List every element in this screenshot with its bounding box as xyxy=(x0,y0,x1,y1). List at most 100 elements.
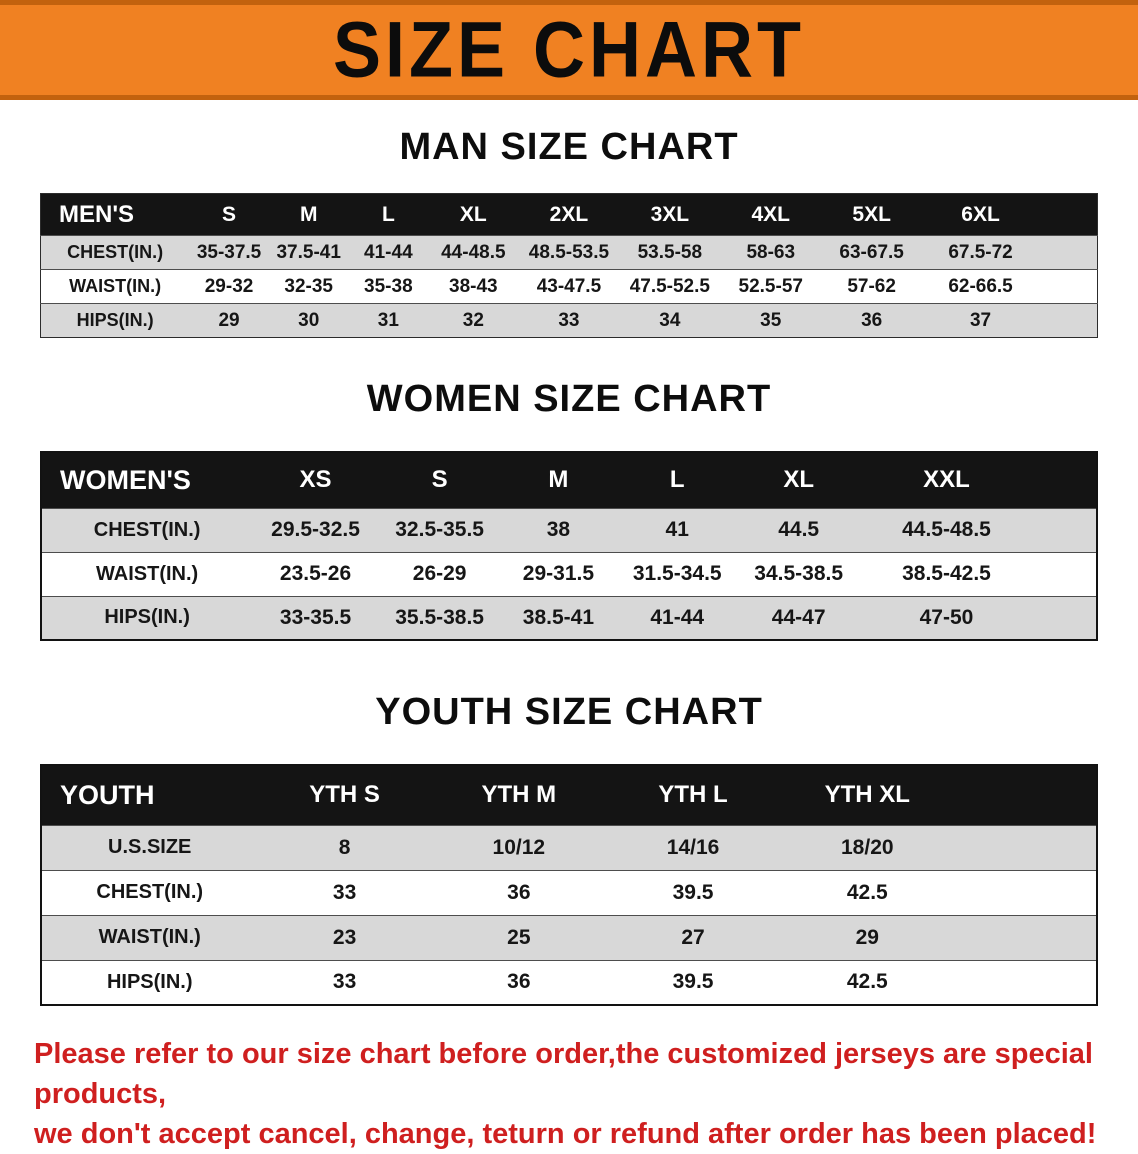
men-size-chart-section: MAN SIZE CHART MEN'S S M L XL 2XL 3XL 4XL 5XL 6XL… xyxy=(0,126,1138,338)
table-cell: 36 xyxy=(507,880,531,904)
page-title: SIZE CHART xyxy=(333,5,805,94)
header-spacer xyxy=(1033,452,1097,508)
header-spacer xyxy=(1038,193,1098,236)
row-spacer xyxy=(1034,596,1097,640)
table-cell: 35-37.5 xyxy=(196,241,262,263)
column-header: 2XL xyxy=(518,193,620,236)
table-cell: 33 xyxy=(332,880,357,904)
table-cell: 29 xyxy=(855,925,879,949)
table-cell: 38.5-42.5 xyxy=(902,562,991,585)
table-cell: 36 xyxy=(507,970,531,994)
table-cell: 38-43 xyxy=(449,275,498,297)
column-header: M xyxy=(268,193,349,236)
table-cell: 35-38 xyxy=(364,275,413,297)
table-cell: 48.5-53.5 xyxy=(528,241,610,263)
title-banner: SIZE CHART xyxy=(0,0,1138,100)
row-label: CHEST(IN.) xyxy=(93,518,201,541)
row-label: WAIST(IN.) xyxy=(98,926,201,948)
header-row: YOUTH YTH S YTH M YTH L YTH XL xyxy=(41,765,1097,825)
header-row: WOMEN'S XS S M L XL XXL xyxy=(41,452,1097,508)
table-cell: 63-67.5 xyxy=(839,241,904,263)
youth-size-table: YOUTH YTH S YTH M YTH L YTH XL U.S.SIZE 8 10/12… xyxy=(40,764,1098,1006)
table-row: CHEST(IN.) 35-37.5 37.5-41 41-44 44-48.5 48.5… xyxy=(40,235,1098,270)
table-cell: 30 xyxy=(298,309,320,331)
row-label: HIPS(IN.) xyxy=(104,606,190,629)
table-cell: 47-50 xyxy=(919,605,974,629)
table-cell: 57-62 xyxy=(847,275,896,297)
table-corner-label: YOUTH xyxy=(41,765,258,825)
table-cell: 41 xyxy=(665,518,689,541)
table-cell: 27 xyxy=(681,925,705,949)
table-cell: 62-66.5 xyxy=(948,275,1013,297)
table-cell: 44-47 xyxy=(771,605,826,629)
row-spacer xyxy=(954,870,1097,915)
table-cell: 58-63 xyxy=(746,241,796,263)
table-cell: 33-35.5 xyxy=(279,605,352,629)
column-header: XS xyxy=(252,452,379,508)
row-spacer xyxy=(954,825,1097,870)
table-cell: 10/12 xyxy=(492,835,546,859)
row-spacer xyxy=(954,960,1097,1005)
row-label: CHEST(IN.) xyxy=(67,242,164,262)
disclaimer-line-1: Please refer to our size chart before or… xyxy=(34,1038,1093,1111)
table-row: HIPS(IN.) 33-35.5 35.5-38.5 38.5-41 41-44 44-… xyxy=(41,596,1097,640)
row-spacer xyxy=(1039,304,1098,338)
table-cell: 34 xyxy=(659,309,681,331)
header-spacer xyxy=(954,765,1097,825)
column-header: 4XL xyxy=(720,193,822,236)
men-section-heading: MAN SIZE CHART xyxy=(399,126,739,168)
table-row: WAIST(IN.) 23.5-26 26-29 29-31.5 31.5-34.5 34… xyxy=(41,552,1097,596)
table-row: WAIST(IN.) 29-32 32-35 35-38 38-43 43-47.5 47.… xyxy=(40,269,1098,304)
table-row: HIPS(IN.) 29 30 31 32 33 34 35 36 37 xyxy=(40,303,1098,338)
column-header: YTH L xyxy=(605,765,781,825)
row-label: HIPS(IN.) xyxy=(76,310,154,330)
table-cell: 47.5-52.5 xyxy=(629,275,710,297)
table-cell: 31.5-34.5 xyxy=(632,562,722,585)
table-cell: 32-35 xyxy=(284,275,333,297)
table-cell: 67.5-72 xyxy=(948,241,1013,263)
table-cell: 29.5-32.5 xyxy=(271,518,360,541)
disclaimer: Please refer to our size chart before or… xyxy=(0,1034,1138,1154)
table-cell: 23 xyxy=(332,925,357,949)
table-cell: 33 xyxy=(332,970,357,994)
column-header: S xyxy=(189,193,269,236)
youth-section-heading: YOUTH SIZE CHART xyxy=(375,691,763,733)
table-cell: 33 xyxy=(558,309,580,331)
row-spacer xyxy=(1039,270,1098,304)
table-cell: 35 xyxy=(760,309,782,331)
table-cell: 32 xyxy=(462,309,484,331)
table-cell: 29 xyxy=(218,309,240,331)
column-header: S xyxy=(378,452,501,508)
table-row: CHEST(IN.) 29.5-32.5 32.5-35.5 38 41 44.5 44.5… xyxy=(41,508,1097,552)
row-spacer xyxy=(954,915,1097,960)
column-header: YTH S xyxy=(257,765,432,825)
table-cell: 36 xyxy=(861,309,883,331)
row-spacer xyxy=(1039,236,1098,270)
column-header: M xyxy=(500,452,617,508)
row-spacer xyxy=(1034,552,1097,596)
table-cell: 25 xyxy=(507,925,531,949)
table-cell: 31 xyxy=(377,309,399,331)
column-header: L xyxy=(616,452,738,508)
table-cell: 41-44 xyxy=(650,605,705,629)
column-header: XL xyxy=(428,193,519,236)
row-spacer xyxy=(1034,508,1097,552)
table-cell: 52.5-57 xyxy=(738,275,803,297)
table-cell: 39.5 xyxy=(672,970,714,994)
table-row: U.S.SIZE 8 10/12 14/16 18/20 xyxy=(41,825,1097,870)
table-cell: 38 xyxy=(546,518,571,541)
header-row: MEN'S S M L XL 2XL 3XL 4XL 5XL 6XL xyxy=(40,193,1098,236)
table-cell: 37 xyxy=(969,309,992,331)
column-header: YTH M xyxy=(431,765,606,825)
women-size-table: WOMEN'S XS S M L XL XXL CHEST(IN.) 29.5-32.5 32.5… xyxy=(40,451,1098,641)
men-size-table: MEN'S S M L XL 2XL 3XL 4XL 5XL 6XL CHEST(IN.) 35-37… xyxy=(40,193,1098,338)
column-header: YTH XL xyxy=(780,765,955,825)
table-cell: 37.5-41 xyxy=(276,241,341,263)
table-cell: 38.5-41 xyxy=(522,605,595,629)
column-header: 3XL xyxy=(619,193,721,236)
row-label: CHEST(IN.) xyxy=(96,881,204,903)
table-row: HIPS(IN.) 33 36 39.5 42.5 xyxy=(41,960,1097,1005)
table-cell: 8 xyxy=(338,835,351,859)
row-label: HIPS(IN.) xyxy=(106,970,193,993)
